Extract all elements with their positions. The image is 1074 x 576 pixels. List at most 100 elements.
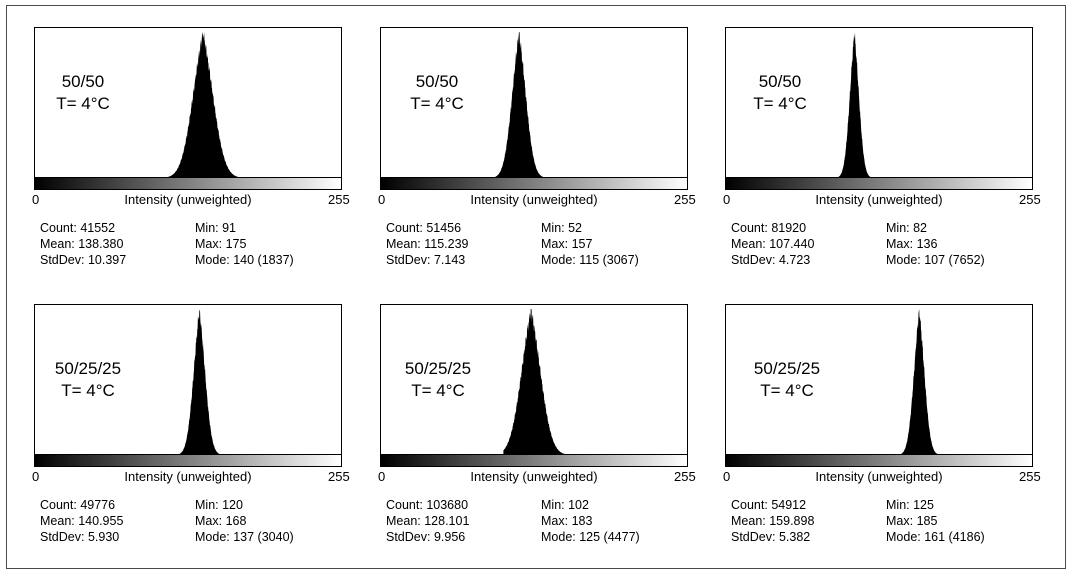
stat-stddev-value: 4.723	[778, 253, 811, 267]
sample-temperature: T= 4°C	[410, 94, 464, 113]
stat-stddev: StdDev: 5.382	[731, 530, 811, 544]
stat-max-value: 168	[225, 514, 247, 528]
stat-mean-value: 140.955	[78, 514, 124, 528]
stat-mean-value: 138.380	[78, 237, 124, 251]
x-tick-min: 0	[32, 192, 40, 207]
stat-mode: Mode: 125 (4477)	[541, 530, 640, 544]
histogram-svg	[144, 32, 245, 178]
x-tick-max: 255	[328, 192, 350, 207]
stat-stddev-value: 10.397	[87, 253, 127, 267]
stat-count: Count: 49776	[40, 498, 116, 512]
intensity-gradient-bar	[34, 177, 342, 190]
sample-label: 50/50 T= 4°C	[745, 71, 815, 115]
stat-max-value: 157	[571, 237, 593, 251]
histogram-panel-4: 50/25/25 T= 4°C 0 Intensity (unweighted)…	[32, 304, 354, 564]
intensity-gradient-bar	[725, 454, 1033, 467]
stat-count-value: 41552	[80, 221, 116, 235]
stat-mean: Mean: 128.101	[386, 514, 470, 528]
stat-max-value: 175	[225, 237, 247, 251]
stat-min-value: 91	[222, 221, 236, 235]
stat-count: Count: 51456	[386, 221, 462, 235]
sample-temperature: T= 4°C	[61, 381, 115, 400]
histogram-panel-5: 50/25/25 T= 4°C 0 Intensity (unweighted)…	[378, 304, 700, 564]
histogram-panel-6: 50/25/25 T= 4°C 0 Intensity (unweighted)…	[723, 304, 1045, 564]
stat-mode: Mode: 137 (3040)	[195, 530, 294, 544]
sample-composition: 50/25/25	[404, 359, 472, 378]
stat-max: Max: 183	[541, 514, 593, 528]
sample-label: 50/25/25 T= 4°C	[42, 358, 134, 402]
sample-temperature: T= 4°C	[753, 94, 807, 113]
stat-min: Min: 82	[886, 221, 927, 235]
x-tick-max: 255	[328, 469, 350, 484]
stat-mode: Mode: 107 (7652)	[886, 253, 985, 267]
stat-count: Count: 41552	[40, 221, 116, 235]
stat-min: Min: 125	[886, 498, 934, 512]
x-axis-title: Intensity (unweighted)	[470, 192, 598, 207]
stat-min: Min: 102	[541, 498, 589, 512]
histogram-svg	[503, 309, 601, 455]
histogram-panel-1: 50/50 T= 4°C 0 Intensity (unweighted) 25…	[32, 27, 354, 287]
stat-mode-value: 125 (4477)	[579, 530, 640, 544]
x-tick-min: 0	[378, 469, 386, 484]
intensity-gradient-bar	[380, 454, 688, 467]
histogram-svg	[443, 32, 570, 178]
stat-mean-value: 159.898	[769, 514, 815, 528]
stat-max-value: 185	[916, 514, 938, 528]
x-tick-min: 0	[32, 469, 40, 484]
figure-frame: 50/50 T= 4°C 0 Intensity (unweighted) 25…	[6, 5, 1066, 569]
stat-min: Min: 120	[195, 498, 243, 512]
stat-count-value: 54912	[771, 498, 807, 512]
stat-mode-value: 161 (4186)	[924, 530, 985, 544]
sample-label: 50/25/25 T= 4°C	[741, 358, 833, 402]
stat-mean: Mean: 138.380	[40, 237, 124, 251]
stat-max-value: 136	[916, 237, 938, 251]
stat-count: Count: 81920	[731, 221, 807, 235]
stat-mode: Mode: 140 (1837)	[195, 253, 294, 267]
stat-max: Max: 175	[195, 237, 247, 251]
stat-mean-value: 128.101	[424, 514, 470, 528]
stat-mode-value: 140 (1837)	[233, 253, 294, 267]
sample-label: 50/25/25 T= 4°C	[392, 358, 484, 402]
x-axis-title: Intensity (unweighted)	[815, 469, 943, 484]
sample-temperature: T= 4°C	[56, 94, 110, 113]
stat-mode: Mode: 115 (3067)	[541, 253, 639, 267]
histogram-distribution	[443, 32, 570, 178]
stat-stddev-value: 5.382	[778, 530, 811, 544]
stat-max-value: 183	[571, 514, 593, 528]
stat-mode-value: 107 (7652)	[924, 253, 985, 267]
histogram-svg	[876, 309, 948, 455]
sample-temperature: T= 4°C	[411, 381, 465, 400]
stat-stddev-value: 5.930	[87, 530, 120, 544]
histogram-distribution	[179, 309, 237, 455]
stat-count: Count: 54912	[731, 498, 807, 512]
histogram-svg	[179, 309, 237, 455]
histogram-distribution	[503, 309, 601, 455]
histogram-plot	[380, 304, 688, 456]
sample-label: 50/50 T= 4°C	[48, 71, 118, 115]
stat-max: Max: 136	[886, 237, 938, 251]
histogram-plot	[725, 304, 1033, 456]
stat-min-value: 52	[568, 221, 582, 235]
histogram-distribution	[824, 32, 890, 178]
x-axis-title: Intensity (unweighted)	[124, 192, 252, 207]
histogram-plot	[725, 27, 1033, 179]
histogram-plot	[380, 27, 688, 179]
x-axis-title: Intensity (unweighted)	[470, 469, 598, 484]
x-tick-min: 0	[723, 192, 731, 207]
x-axis-title: Intensity (unweighted)	[815, 192, 943, 207]
x-axis-title: Intensity (unweighted)	[124, 469, 252, 484]
sample-composition: 50/50	[415, 72, 459, 91]
sample-composition: 50/25/25	[54, 359, 122, 378]
histogram-svg	[824, 32, 890, 178]
stat-mode-value: 137 (3040)	[233, 530, 294, 544]
intensity-gradient-bar	[34, 454, 342, 467]
stat-count-value: 81920	[771, 221, 807, 235]
stat-max: Max: 157	[541, 237, 593, 251]
stat-count-value: 49776	[80, 498, 116, 512]
intensity-gradient-bar	[725, 177, 1033, 190]
stat-min: Min: 91	[195, 221, 236, 235]
stat-count: Count: 103680	[386, 498, 469, 512]
stat-stddev: StdDev: 10.397	[40, 253, 127, 267]
stat-count-value: 51456	[426, 221, 462, 235]
stat-stddev: StdDev: 7.143	[386, 253, 466, 267]
